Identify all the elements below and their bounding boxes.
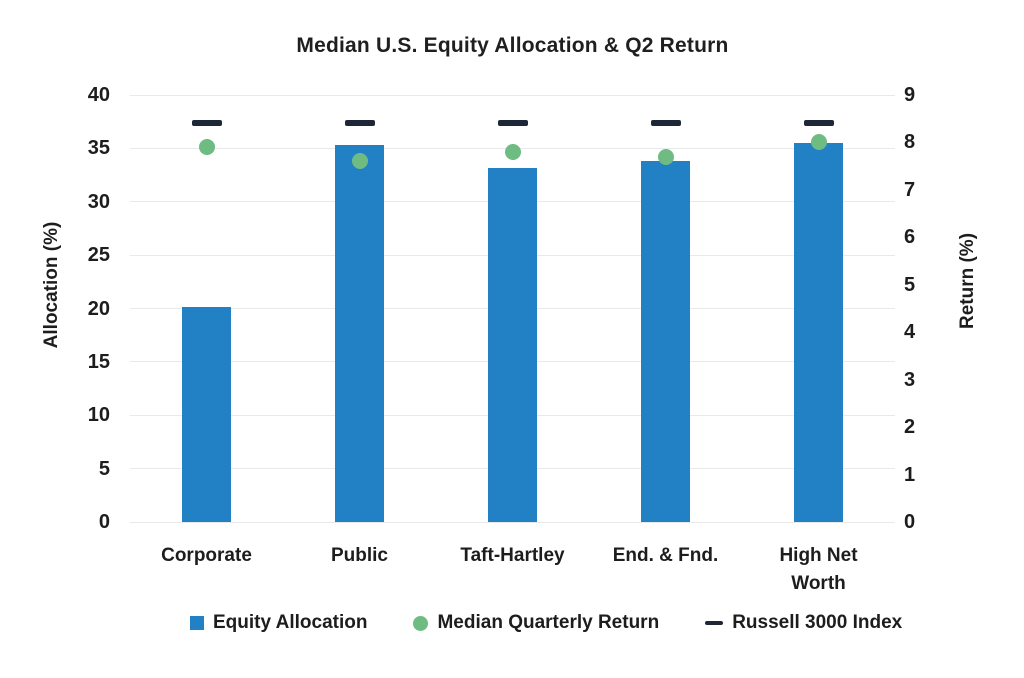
bar-public bbox=[335, 145, 384, 522]
legend-dot-icon bbox=[413, 615, 429, 631]
dash-russell-3000-index-high-net-worth bbox=[803, 120, 834, 127]
left-axis-tick-label: 0 bbox=[98, 511, 110, 533]
right-axis-tick-label: 7 bbox=[904, 178, 916, 201]
category-label-corporate: Corporate bbox=[161, 545, 252, 566]
legend: Equity Allocation Median Quarterly Retur… bbox=[190, 612, 902, 634]
legend-label-russell-3000-index: Russell 3000 Index bbox=[732, 612, 903, 633]
legend-item-russell-3000-index: Russell 3000 Index bbox=[705, 612, 902, 634]
left-axis-tick-label: 35 bbox=[87, 137, 110, 160]
bar-corporate bbox=[182, 307, 231, 522]
dash-russell-3000-index-taft-hartley bbox=[497, 120, 528, 127]
right-axis-tick-label: 2 bbox=[904, 416, 916, 439]
legend-square-icon bbox=[190, 616, 204, 630]
left-axis-tick-label: 40 bbox=[87, 84, 110, 106]
dot-median-quarterly-return-taft-hartley bbox=[504, 143, 521, 160]
gridline bbox=[130, 521, 895, 523]
legend-item-median-quarterly-return: Median Quarterly Return bbox=[413, 612, 659, 634]
bar-end-fnd bbox=[641, 161, 690, 522]
right-axis-tick-label: 0 bbox=[904, 511, 916, 533]
left-axis-tick-label: 30 bbox=[87, 190, 110, 213]
category-label-taft-hartley: Taft-Hartley bbox=[460, 545, 565, 566]
bar-high-net-worth bbox=[794, 143, 843, 522]
dash-russell-3000-index-corporate bbox=[191, 120, 222, 127]
right-axis-tick-label: 1 bbox=[904, 463, 916, 486]
gridline bbox=[130, 94, 895, 96]
legend-dash-icon bbox=[705, 621, 724, 625]
left-axis-tick-label: 15 bbox=[87, 350, 110, 373]
legend-label-median-quarterly-return: Median Quarterly Return bbox=[437, 612, 660, 633]
legend-label-equity-allocation: Equity Allocation bbox=[213, 612, 368, 633]
left-axis-tick-label: 20 bbox=[87, 297, 110, 320]
left-axis-tick-label: 5 bbox=[98, 457, 110, 480]
chart-title: Median U.S. Equity Allocation & Q2 Retur… bbox=[296, 34, 729, 57]
dash-russell-3000-index-public bbox=[344, 120, 375, 127]
right-axis-tick-label: 8 bbox=[904, 131, 916, 154]
right-axis-tick-label: 6 bbox=[904, 226, 916, 249]
right-axis-tick-label: 4 bbox=[904, 321, 916, 344]
right-axis-tick-label: 9 bbox=[904, 84, 916, 106]
category-label-end-fnd: End. & Fnd. bbox=[612, 545, 719, 566]
right-axis-title-text: Return (%) bbox=[957, 232, 978, 330]
category-label-public: Public bbox=[330, 545, 388, 566]
dot-median-quarterly-return-public bbox=[351, 153, 368, 170]
bar-taft-hartley bbox=[488, 167, 537, 522]
legend-item-equity-allocation: Equity Allocation bbox=[190, 612, 367, 634]
dot-median-quarterly-return-end-fnd bbox=[657, 148, 674, 165]
left-axis-title-text: Allocation (%) bbox=[41, 221, 62, 349]
dot-median-quarterly-return-high-net-worth bbox=[810, 134, 827, 151]
category-label-high-net-worth: High Net Worth bbox=[779, 545, 858, 594]
right-axis-tick-label: 3 bbox=[904, 368, 916, 391]
right-axis-tick-label: 5 bbox=[904, 273, 916, 296]
left-axis-tick-label: 10 bbox=[87, 404, 110, 427]
dash-russell-3000-index-end-fnd bbox=[650, 120, 681, 127]
dot-median-quarterly-return-corporate bbox=[198, 139, 215, 156]
left-axis-tick-label: 25 bbox=[87, 244, 110, 267]
